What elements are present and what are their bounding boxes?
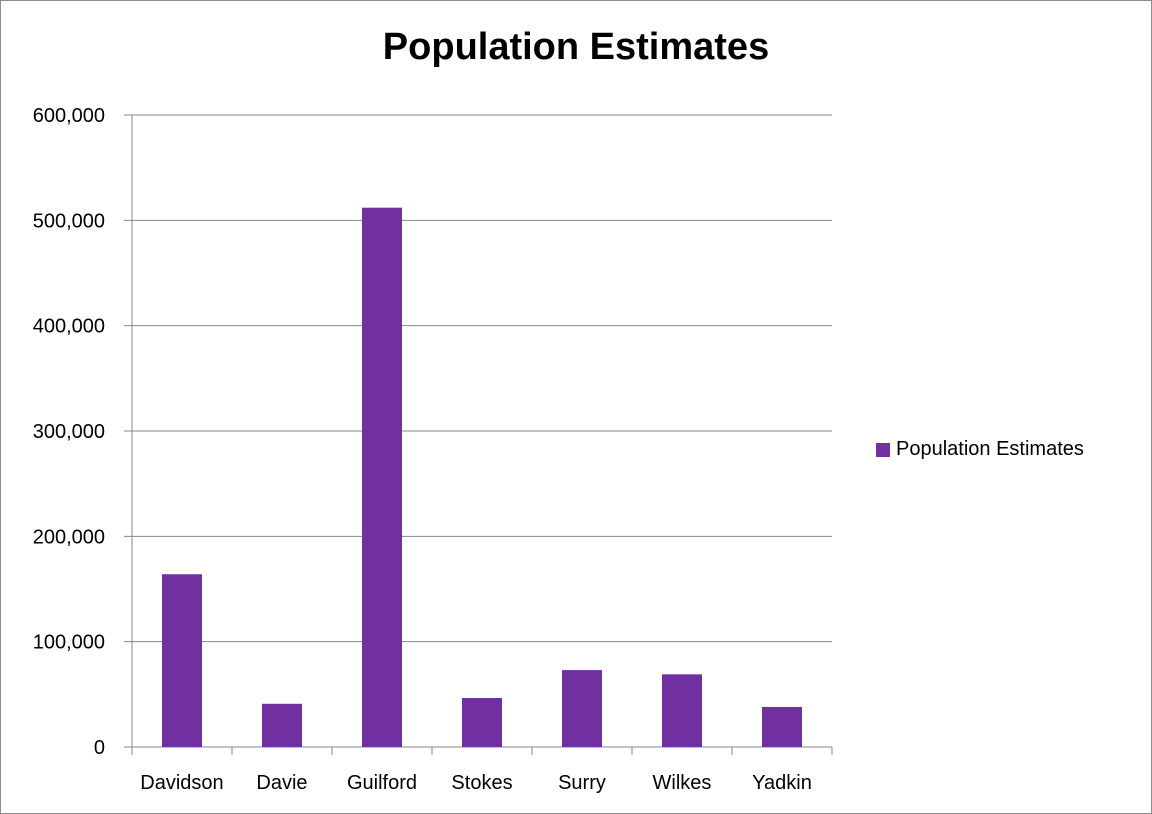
y-tick-label: 100,000 bbox=[33, 632, 105, 654]
y-tick-label: 500,000 bbox=[33, 210, 105, 232]
x-tick-label: Wilkes bbox=[653, 772, 712, 794]
x-tick-label: Stokes bbox=[451, 772, 512, 794]
y-tick-label: 0 bbox=[94, 737, 105, 759]
x-tick-label: Guilford bbox=[347, 772, 417, 794]
bar bbox=[662, 674, 702, 747]
y-tick-label: 400,000 bbox=[33, 316, 105, 338]
y-tick-label: 200,000 bbox=[33, 526, 105, 548]
x-tick-label: Yadkin bbox=[752, 772, 812, 794]
x-tick-label: Surry bbox=[558, 772, 606, 794]
legend-swatch bbox=[876, 442, 890, 457]
bar bbox=[562, 670, 602, 747]
y-tick-label: 300,000 bbox=[33, 421, 105, 443]
bar bbox=[262, 703, 302, 747]
bar bbox=[462, 698, 502, 747]
x-tick-label: Davidson bbox=[140, 772, 223, 794]
bar bbox=[362, 207, 402, 747]
chart-title: Population Estimates bbox=[382, 26, 770, 68]
y-tick-label: 600,000 bbox=[33, 105, 105, 127]
bar bbox=[162, 574, 202, 747]
x-tick-label: Davie bbox=[256, 772, 307, 794]
legend-label: Population Estimates bbox=[896, 438, 1084, 460]
legend: Population Estimates bbox=[876, 438, 1084, 461]
bar bbox=[762, 706, 802, 747]
